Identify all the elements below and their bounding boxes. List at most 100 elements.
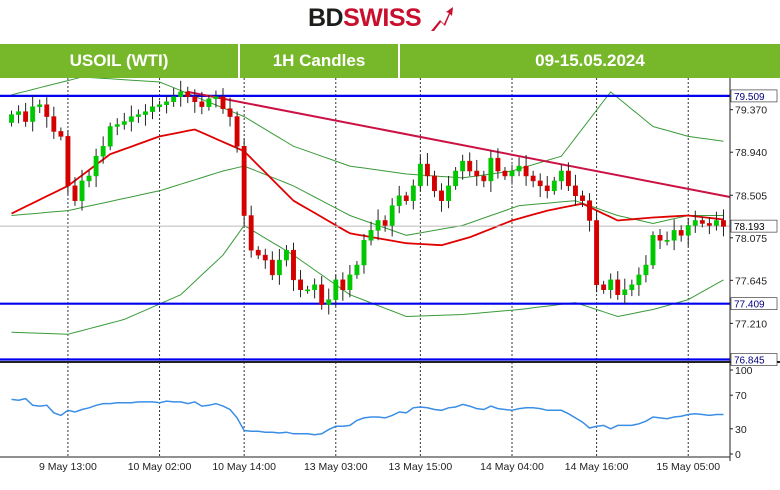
- bearish-candle: [474, 170, 480, 177]
- chart-background: [0, 78, 780, 490]
- bearish-candle: [291, 249, 296, 281]
- moving-average-line: [11, 128, 724, 247]
- bearish-candle: [269, 259, 275, 276]
- bearish-candle: [185, 91, 191, 98]
- bullish-candle: [396, 195, 402, 206]
- bearish-candle: [199, 101, 205, 107]
- bullish-candle: [636, 274, 642, 286]
- bullish-candle: [30, 106, 36, 122]
- bearish-candle: [565, 170, 571, 187]
- bearish-candle: [241, 146, 247, 216]
- time-tick-label: 13 May 15:00: [389, 461, 453, 473]
- bullish-candle: [79, 180, 85, 201]
- bullish-candle: [164, 101, 170, 105]
- bullish-candle: [107, 126, 113, 147]
- bullish-candle: [361, 240, 367, 266]
- bearish-candle: [699, 220, 705, 224]
- time-tick-label: 9 May 13:00: [39, 461, 97, 473]
- price-tick-label: 77.645: [735, 275, 767, 287]
- bearish-candle: [23, 111, 29, 122]
- level-price-tag-box: [730, 89, 778, 103]
- bullish-candle: [86, 175, 92, 182]
- price-axis: 79.37078.94078.50578.07577.64577.2101007…: [729, 78, 767, 461]
- rsi-tick-label: 100: [735, 365, 753, 377]
- bullish-candle: [713, 220, 719, 226]
- bearish-candle: [340, 279, 346, 290]
- time-tick-label: 10 May 14:00: [212, 461, 276, 473]
- bullish-candle: [93, 155, 99, 177]
- bearish-candle: [65, 136, 71, 187]
- current-price-tag-text: 78.193: [734, 222, 765, 233]
- descending-trendline: [187, 90, 731, 198]
- brand-arrow-icon: [431, 7, 453, 31]
- bearish-candle: [580, 195, 585, 201]
- period-label: 09-15.05.2024: [535, 51, 645, 70]
- bearish-candle: [432, 175, 437, 192]
- bearish-candle: [706, 223, 712, 226]
- bullish-candle: [9, 114, 14, 123]
- bearish-candle: [255, 249, 261, 256]
- rsi-tick-label: 0: [735, 449, 741, 461]
- bullish-candle: [178, 91, 184, 98]
- bullish-candle: [622, 289, 628, 295]
- time-tick-label: 15 May 05:00: [656, 461, 720, 473]
- price-tick-label: 78.940: [735, 147, 767, 159]
- header-divider: [398, 44, 400, 78]
- bullish-candle: [389, 205, 395, 226]
- bearish-candle: [678, 230, 684, 236]
- bullish-candle: [608, 279, 614, 290]
- bearish-candle: [298, 279, 303, 290]
- bullish-candle: [114, 124, 120, 127]
- moving-average: [11, 128, 724, 247]
- brand-logo: BDSWISS: [0, 0, 780, 44]
- bullish-candle: [206, 98, 212, 107]
- bearish-candle: [615, 279, 621, 295]
- bearish-candle: [403, 195, 409, 201]
- bullish-candle: [143, 111, 148, 115]
- bullish-candle: [664, 240, 670, 242]
- level-price-tag-text: 79.509: [734, 92, 765, 103]
- bollinger-upper-line: [11, 76, 724, 179]
- bullish-candle: [629, 284, 635, 290]
- price-tick-label: 78.505: [735, 190, 767, 202]
- bullish-candle: [643, 264, 649, 276]
- bullish-candle: [650, 235, 656, 266]
- bearish-candle: [495, 157, 501, 172]
- price-tick-label: 77.210: [735, 318, 767, 330]
- bullish-candle: [121, 121, 127, 125]
- bullish-candle: [509, 170, 515, 177]
- chart-area: 79.370 78.940 78.505 78.075 77.645 77.210 100 7…: [0, 76, 780, 490]
- bearish-candle: [594, 220, 600, 286]
- bearish-candle: [587, 200, 592, 221]
- bearish-candle: [192, 96, 198, 102]
- bullish-candle: [460, 160, 466, 172]
- level-price-tag-text: 76.845: [734, 356, 765, 367]
- bearish-candle: [227, 108, 233, 117]
- bullish-candle: [157, 104, 162, 107]
- bearish-candle: [58, 131, 64, 137]
- bullish-candle: [551, 180, 557, 192]
- bollinger-middle-line: [11, 165, 724, 236]
- bearish-candle: [481, 175, 487, 182]
- rsi-line: [11, 397, 724, 436]
- bearish-candle: [601, 284, 607, 290]
- bearish-candle: [72, 185, 78, 201]
- level-price-tag-box: [730, 353, 778, 366]
- bullish-candle: [284, 249, 289, 261]
- bullish-candle: [558, 170, 564, 182]
- bearish-candle: [657, 235, 663, 241]
- bullish-candle: [276, 259, 282, 276]
- bullish-candle: [685, 225, 691, 236]
- bullish-candle: [326, 299, 332, 305]
- bullish-candle: [100, 146, 106, 157]
- bullish-candle: [128, 116, 134, 122]
- bullish-candle: [333, 279, 339, 300]
- bearish-candle: [439, 190, 444, 201]
- time-tick-label: 14 May 16:00: [565, 461, 629, 473]
- price-chart: 79.37078.94078.50578.07577.64577.2101007…: [0, 76, 780, 490]
- bearish-candle: [721, 220, 726, 227]
- bollinger-lower-line: [11, 224, 724, 335]
- bullish-candle: [354, 264, 360, 276]
- instrument-label: USOIL (WTI): [69, 51, 169, 70]
- bullish-candle: [213, 96, 219, 100]
